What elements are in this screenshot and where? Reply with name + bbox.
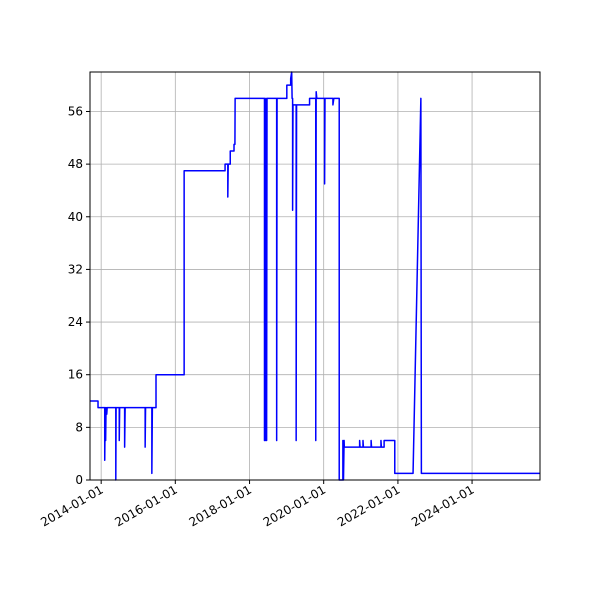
series: [90, 71, 540, 481]
x-tick-label: 2014-01-01: [38, 482, 105, 529]
x-tick-label: 2020-01-01: [261, 482, 328, 529]
data-line: [90, 71, 540, 481]
plot-frame: [89, 71, 541, 481]
x-tick-label: 2024-01-01: [409, 482, 476, 529]
y-tick-label: 16: [68, 368, 83, 382]
y-tick-label: 24: [68, 315, 83, 329]
x-axis: 2014-01-01 2016-01-01 2018-01-01 2020-01-01…: [38, 480, 477, 529]
grid: [90, 72, 540, 481]
y-tick-label: 48: [68, 157, 83, 171]
y-tick-label: 40: [68, 210, 83, 224]
x-tick-label: 2022-01-01: [335, 482, 402, 529]
y-axis: 0 8 16 24 32 40 48 56: [68, 104, 90, 487]
y-tick-label: 8: [75, 420, 83, 434]
y-tick-label: 32: [68, 262, 83, 276]
x-tick-label: 2018-01-01: [187, 482, 254, 529]
x-tick-label: 2016-01-01: [112, 482, 179, 529]
y-tick-label: 0: [75, 473, 83, 487]
y-tick-label: 56: [68, 104, 83, 118]
